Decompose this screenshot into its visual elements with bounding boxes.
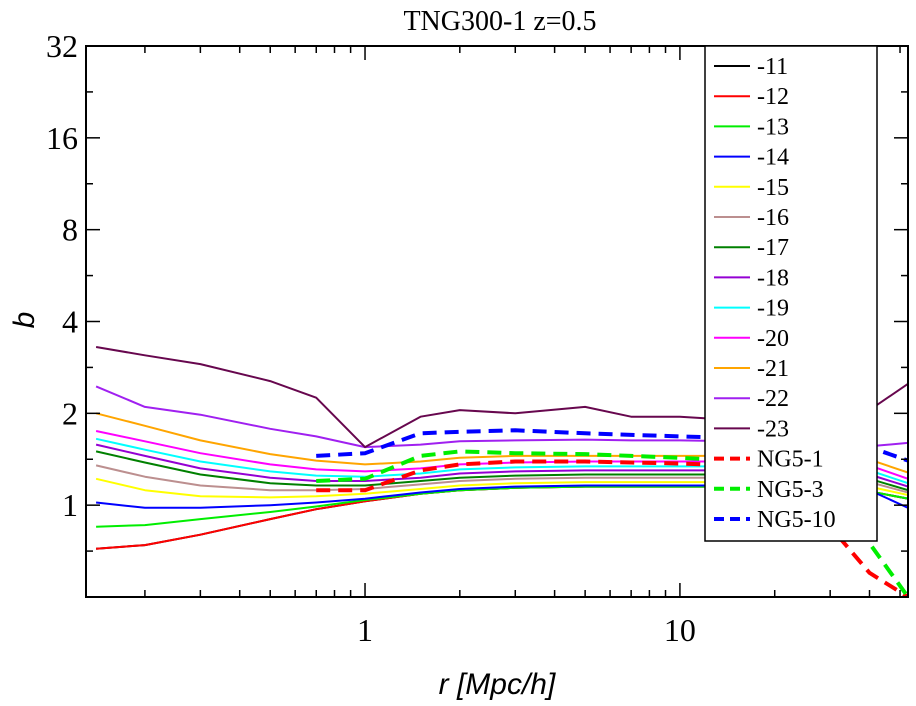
chart-title: TNG300-1 z=0.5 [403, 6, 596, 37]
legend-label: -16 [757, 205, 789, 231]
legend-label: -14 [757, 145, 789, 171]
y-axis: 1 2 4 8 16 32 [46, 28, 908, 552]
y-tick-label: 1 [62, 487, 78, 523]
legend-label: -22 [757, 386, 789, 412]
y-tick-label: 16 [46, 120, 78, 156]
legend-label: -18 [757, 265, 789, 291]
legend-label: -11 [757, 54, 788, 80]
legend-label: -19 [757, 296, 789, 322]
x-tick-label: 10 [664, 612, 696, 648]
legend-label: -12 [757, 84, 789, 110]
legend-items: -11 -12 -13 -14 -15 -16 -17 -18 -19 -20 -21 -22 -23 N… [714, 54, 836, 533]
x-axis-label: r [Mpc/h] [439, 668, 556, 701]
y-axis-label: b [8, 312, 41, 329]
y-tick-label: 2 [62, 395, 78, 431]
legend-label: NG5-1 [757, 447, 824, 473]
x-tick-label: 1 [357, 612, 373, 648]
legend-label: -15 [757, 175, 789, 201]
legend-label: -21 [757, 356, 789, 382]
y-tick-label: 8 [62, 212, 78, 248]
series-line-15 [316, 449, 908, 597]
legend-label: -13 [757, 114, 789, 140]
legend-label: -17 [757, 235, 789, 261]
y-tick-label: 4 [62, 304, 78, 340]
y-tick-label: 32 [46, 28, 78, 64]
legend-label: NG5-10 [757, 507, 836, 533]
legend-label: -20 [757, 326, 789, 352]
legend: -11 -12 -13 -14 -15 -16 -17 -18 -19 -20 -21 -22 -23 N… [704, 45, 878, 542]
legend-label: NG5-3 [757, 477, 824, 503]
legend-label: -23 [757, 416, 789, 442]
